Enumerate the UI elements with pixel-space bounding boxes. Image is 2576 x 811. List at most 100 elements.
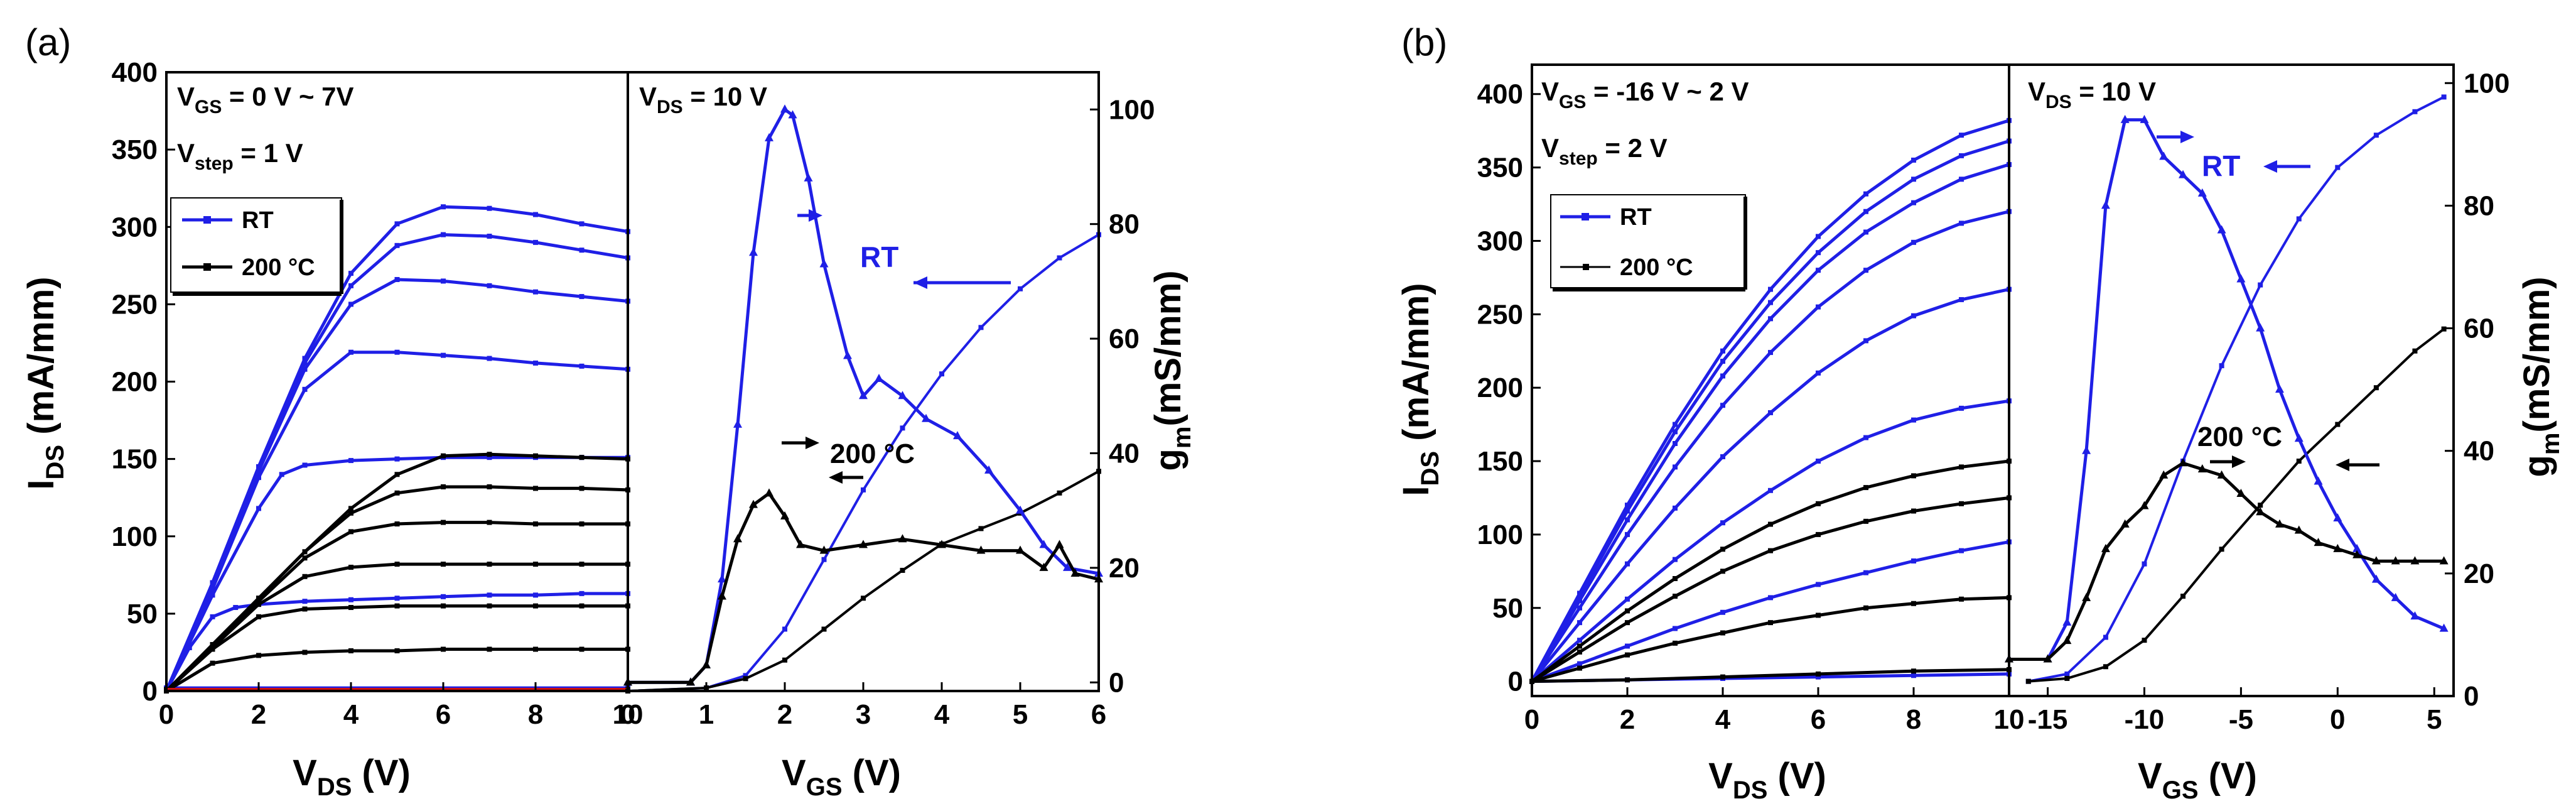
b-transfer-series-3-point-16 [2333,543,2342,552]
a-output-series-1-point-8 [533,239,538,245]
b-legend-box [1550,194,1746,288]
b-transfer-series-3-point-3 [2082,592,2091,601]
a-output-xtick-label-4: 8 [528,699,543,730]
a-output-series-12-point-2 [256,614,261,619]
a-transfer-series-2-point-13 [875,373,883,382]
b-transfer-series-1-point-6 [2258,503,2263,508]
a-transfer-series-3-point-13 [976,545,986,554]
b-transfer-series-1-point-3 [2142,638,2147,643]
a-output-series-8-point-8 [533,453,538,459]
b-output-series-10-point-8 [1911,601,1916,606]
b-output-xtick-label-2: 4 [1715,704,1731,735]
a-output-series-0-point-8 [533,212,538,217]
b-output-series-4-point-8 [1911,313,1916,318]
b-transfer-series-3-point-4 [2101,543,2110,552]
b-output-series-11-point-4 [1911,668,1916,674]
b-transfer-xtick-label-3: 0 [2330,704,2345,735]
a-output-series-13-point-6 [441,646,446,652]
b-transfer-series-3-point-8 [2179,458,2188,467]
b-output-series-5-point-3 [1673,557,1678,562]
b-transfer-series-0-point-3 [2142,561,2147,567]
a-output-series-5-point-6 [348,597,353,602]
a-output-series-2-point-3 [302,366,308,372]
a-transfer-series-2-point-9 [804,173,813,182]
a-output-series-10-point-7 [487,520,492,525]
a-output-series-11-point-8 [533,562,538,567]
a-output-series-9-point-5 [394,490,400,496]
a-transfer-series-3-point-1 [686,677,695,686]
a-output-series-11-line [165,562,628,692]
b-output-series-3-point-1 [1577,605,1582,611]
a-output-series-4-point-2 [256,506,261,511]
b-output-series-3-point-9 [1959,220,1964,226]
a-output-series-0-point-3 [302,356,308,361]
a-output-series-12-point-4 [348,605,353,611]
a-output-series-3-point-7 [487,356,492,361]
a-transfer-series-2-point-20 [1063,562,1072,571]
a-output-series-1-point-3 [302,360,308,366]
b-output-series-3-point-5 [1768,350,1773,356]
a-output-series-13-point-5 [394,648,400,653]
b-output-series-6-point-1 [1577,661,1582,667]
b-output-series-6-point-2 [1625,643,1630,649]
a-output-series-3-point-4 [348,349,353,355]
a-frame [165,71,1100,692]
a-transfer-series-0-point-8 [978,325,984,330]
b-output-series-6-point-3 [1673,626,1678,631]
a-output-series-4-point-5 [348,458,353,464]
b-output-xtick-label-3: 6 [1811,704,1826,735]
b-output-series-9-point-9 [1959,501,1964,506]
a-transfer-series-3-point-8 [796,540,805,548]
b-legend-rt-label: RT [1620,204,1652,231]
b-output-series-7-point-3 [1816,674,1821,680]
a-output-series-3-point-3 [302,386,308,392]
b-output-series-0-point-3 [1673,422,1678,427]
b-output-series-0-point-4 [1720,348,1725,354]
b-output-series-2-point-7 [1863,229,1868,235]
b-transfer-series-1-point-7 [2296,459,2302,464]
b-transfer-xtick-label-0: -15 [2028,704,2068,735]
a-output-series-13-point-9 [579,646,585,652]
a-output-series-3-point-8 [533,360,538,366]
a-output-series-0-point-6 [441,204,446,210]
a-transfer-xtick-label-1: 1 [699,699,714,730]
a-output-series-8-point-4 [348,506,353,511]
b-output-series-3-point-2 [1625,531,1630,537]
a-output-series-5-point-5 [302,599,308,604]
b-output-series-9-point-1 [1577,649,1582,655]
b-output-series-0-point-7 [1863,191,1868,197]
b-transfer-series-2-point-9 [2197,188,2207,197]
b-output-ytick-label-7: 350 [1477,153,1523,183]
b-legend-hot-label: 200 °C [1620,254,1693,281]
b-output-series-4-point-5 [1768,410,1773,415]
a-output-series-10-point-2 [256,599,261,604]
a-output-series-3-point-9 [579,363,585,369]
b-output-plot [1529,117,2012,684]
a-output-series-8-point-7 [487,452,492,457]
a-transfer-series-2-point-12 [859,391,868,400]
b-transfer-xtick-label-4: 5 [2427,704,2442,735]
a-output-series-5-point-7 [394,596,400,601]
b-output-series-2-point-2 [1625,517,1630,523]
b-output-series-11-point-1 [1625,677,1630,683]
a-output-series-12-point-1 [210,646,215,652]
b-output-ytick-label-5: 250 [1477,299,1523,330]
a-legend-hot-label: 200 °C [242,254,315,281]
a-output-series-13-point-3 [302,650,308,655]
a-transfer-series-1-point-3 [782,657,787,663]
a-transfer-series-1-point-6 [900,567,905,573]
a-transfer-series-3-point-9 [819,545,829,554]
b-output-series-9-point-6 [1816,531,1821,537]
b-transfer-series-3-point-13 [2275,519,2284,528]
b-vstep: Vstep = 2 V [1541,133,1668,169]
b-transfer-series-1-point-0 [2025,678,2031,684]
b-output-series-1-point-4 [1720,359,1725,364]
a-transfer-series-3-point-17 [1070,569,1080,577]
a-transfer-series-2-point-7 [780,104,789,113]
a-transfer-y2tick-label-4: 80 [1109,209,1140,240]
b-transfer-series-2-point-16 [2333,513,2342,522]
a-output-plot [164,204,630,694]
